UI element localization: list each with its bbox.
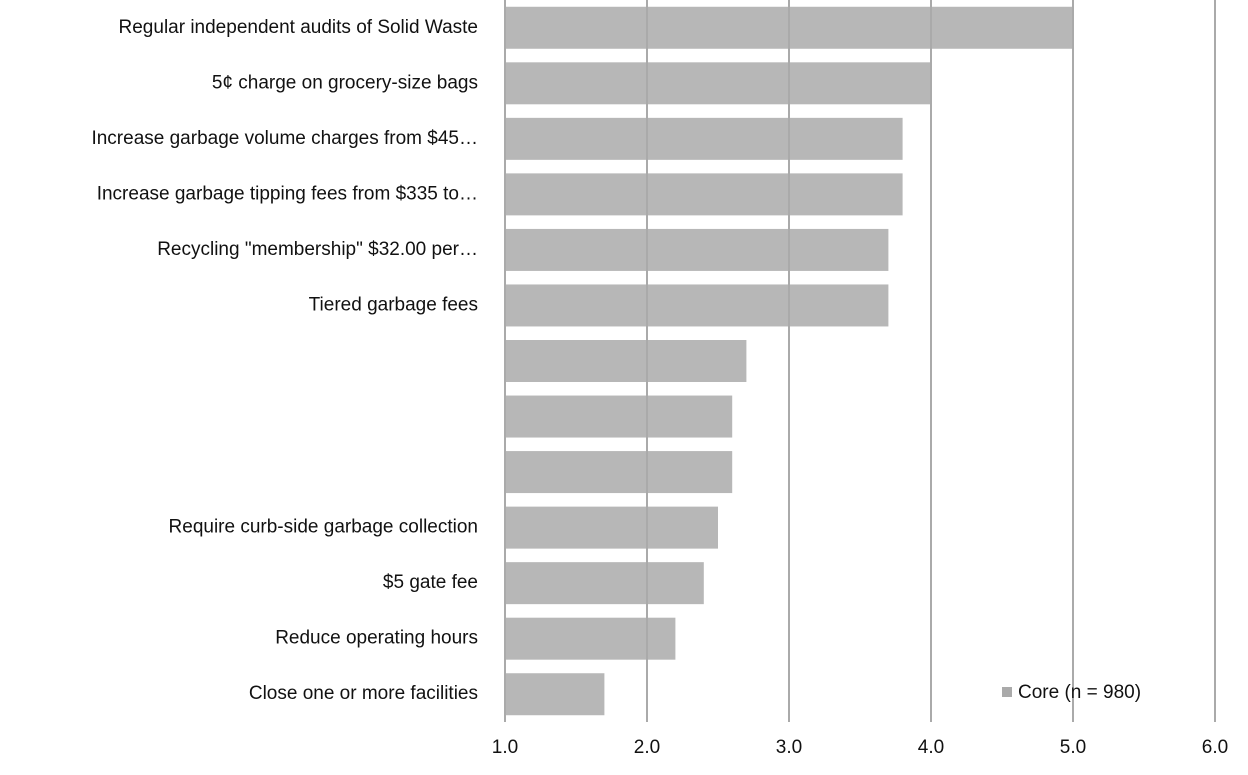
- bar: [505, 506, 718, 549]
- x-tick-label: 2.0: [634, 737, 660, 758]
- x-tick-label: 5.0: [1060, 737, 1086, 758]
- bar: [505, 117, 903, 160]
- bar: [505, 617, 676, 660]
- bar: [505, 173, 903, 216]
- y-tick-label: Require curb-side garbage collection: [169, 517, 478, 538]
- bar: [505, 62, 931, 105]
- x-tick-label: 3.0: [776, 737, 802, 758]
- x-tick-label: 1.0: [492, 737, 518, 758]
- bar: [505, 284, 889, 327]
- legend-swatch: [1002, 687, 1012, 697]
- y-tick-label: Close one or more facilities: [249, 683, 478, 704]
- bar: [505, 395, 733, 438]
- bar: [505, 6, 1073, 49]
- y-tick-label: Regular independent audits of Solid Wast…: [119, 17, 478, 38]
- x-tick-label: 6.0: [1202, 737, 1228, 758]
- y-tick-label: Increase garbage volume charges from $45…: [91, 128, 478, 149]
- y-tick-label: Recycling "membership" $32.00 per…: [157, 239, 478, 260]
- y-tick-label: 5¢ charge on grocery-size bags: [212, 72, 478, 93]
- x-tick-label: 4.0: [918, 737, 944, 758]
- bar: [505, 451, 733, 494]
- bar: [505, 228, 889, 271]
- bar: [505, 562, 704, 605]
- y-tick-label: Reduce operating hours: [275, 628, 478, 649]
- bar: [505, 340, 747, 382]
- y-tick-label: $5 gate fee: [383, 572, 478, 593]
- bar: [505, 673, 605, 716]
- y-tick-label: Increase garbage tipping fees from $335 …: [97, 183, 478, 204]
- y-tick-label: Tiered garbage fees: [309, 294, 478, 315]
- legend-label: Core (n = 980): [1018, 682, 1141, 703]
